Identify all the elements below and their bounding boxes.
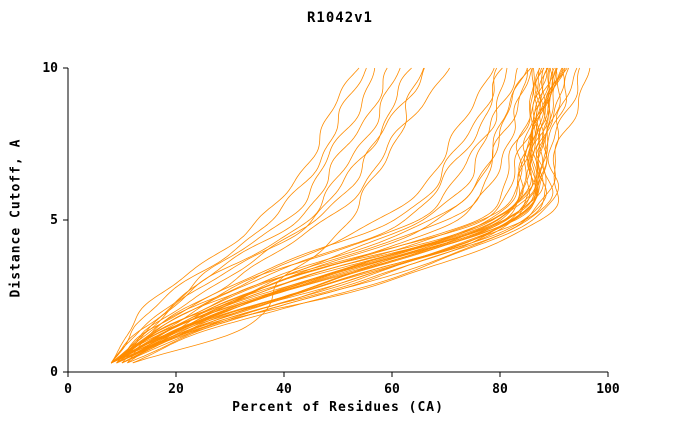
x-tick-label: 60 (384, 382, 400, 397)
model-curve (110, 67, 388, 364)
y-tick-label: 5 (50, 213, 58, 228)
model-curve (127, 67, 532, 364)
model-curve (132, 67, 425, 364)
model-curve (110, 67, 376, 364)
model-curve (111, 67, 557, 364)
model-curve (121, 67, 565, 364)
model-curve (111, 67, 558, 364)
model-curve (121, 67, 565, 364)
x-tick-label: 20 (168, 382, 184, 397)
curves (110, 67, 591, 364)
x-tick-label: 80 (492, 382, 508, 397)
model-curve (116, 67, 498, 364)
model-curve (111, 67, 558, 364)
model-curve (132, 67, 580, 364)
model-curve (110, 67, 503, 364)
model-curve (111, 67, 541, 364)
model-curve (116, 67, 564, 364)
model-curve (116, 67, 412, 364)
model-curve (110, 67, 360, 364)
model-curve (116, 67, 401, 364)
model-curve (121, 67, 425, 364)
model-curve (110, 67, 543, 364)
model-curve (116, 67, 568, 364)
y-tick-label: 10 (42, 61, 58, 76)
model-curve (110, 67, 518, 364)
model-curve (110, 67, 528, 364)
model-curve (111, 67, 545, 364)
axes (63, 67, 609, 377)
x-tick-label: 0 (64, 382, 72, 397)
model-curve (111, 67, 540, 364)
model-curve (116, 67, 535, 364)
model-curve (116, 67, 563, 364)
model-curve (110, 67, 495, 364)
chart-title: R1042v1 (306, 10, 373, 26)
tick-labels: 0 20 40 60 80 100 0 5 10 (42, 61, 620, 397)
model-curve (116, 67, 528, 364)
model-curve (110, 67, 367, 364)
model-curve (116, 67, 551, 364)
model-curve (110, 67, 508, 364)
y-tick-label: 0 (50, 365, 58, 380)
model-curve (127, 67, 450, 364)
x-axis-label: Percent of Residues (CA) (232, 400, 444, 415)
x-tick-label: 100 (596, 382, 620, 397)
model-curve (116, 67, 591, 364)
model-curve (116, 67, 555, 364)
model-curve (121, 67, 533, 364)
x-tick-label: 40 (276, 382, 292, 397)
y-axis-label: Distance Cutoff, A (8, 138, 24, 298)
